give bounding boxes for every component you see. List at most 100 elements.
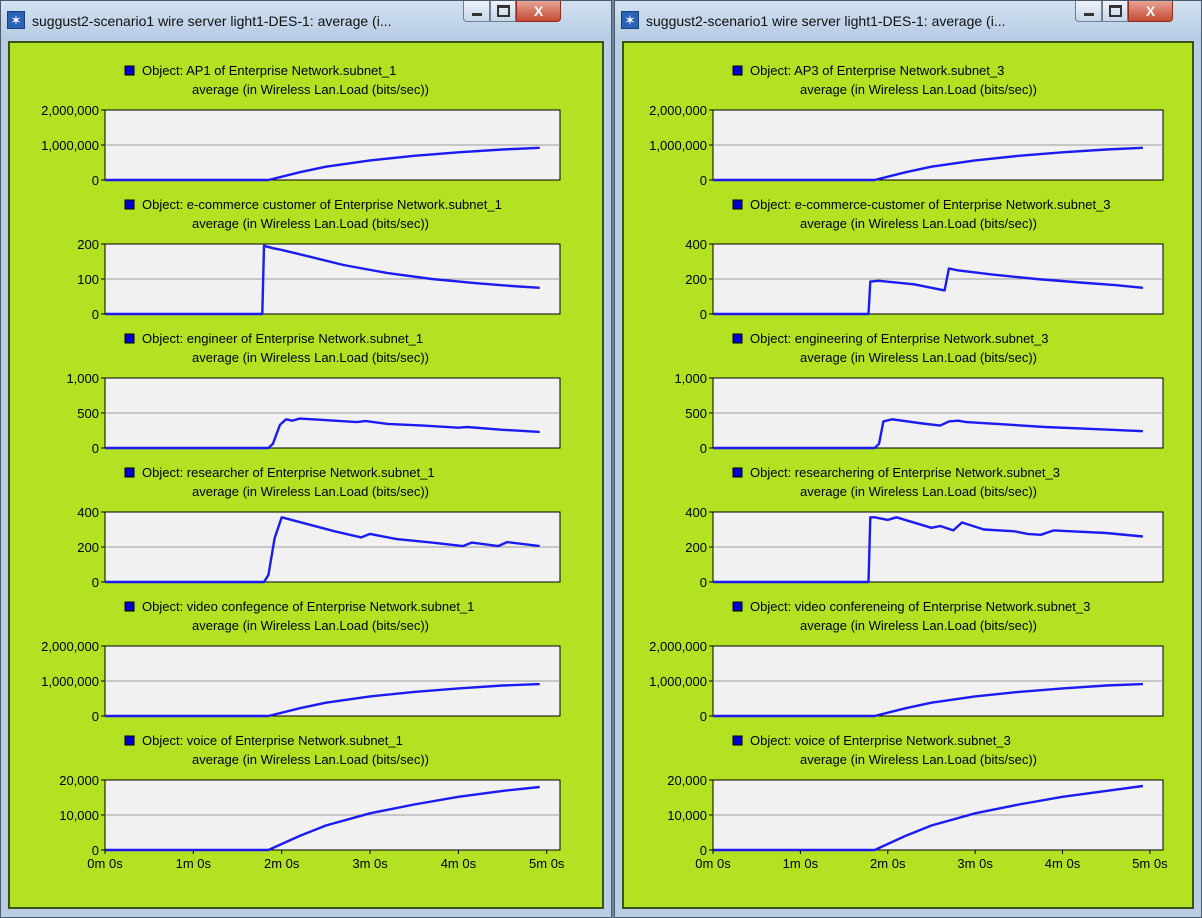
legend-swatch	[124, 735, 135, 746]
chart-panel: Object: e-commerce-customer of Enterpris…	[685, 197, 1164, 322]
graph-panels: Object: AP3 of Enterprise Network.subnet…	[649, 63, 1168, 871]
chart-panel: Object: voice of Enterprise Network.subn…	[667, 733, 1164, 858]
chart-title: Object: video confegence of Enterprise N…	[142, 599, 474, 614]
chart-panel: Object: engineering of Enterprise Networ…	[674, 331, 1164, 456]
x-tick-label: 0m 0s	[695, 856, 731, 871]
title-bar[interactable]: ✶ suggust2-scenario1 wire server light1-…	[615, 1, 1201, 39]
chart-panel: Object: researcher of Enterprise Network…	[77, 465, 561, 590]
chart-ylabel: average (in Wireless Lan.Load (bits/sec)…	[192, 484, 429, 499]
maximize-button[interactable]	[490, 1, 516, 22]
legend-swatch	[124, 65, 135, 76]
x-tick-label: 4m 0s	[441, 856, 477, 871]
chart-ylabel: average (in Wireless Lan.Load (bits/sec)…	[800, 752, 1037, 767]
legend-swatch	[124, 199, 135, 210]
chart-ylabel: average (in Wireless Lan.Load (bits/sec)…	[800, 82, 1037, 97]
series-line	[105, 417, 540, 450]
minimize-button[interactable]	[1075, 1, 1102, 22]
chart-title: Object: e-commerce-customer of Enterpris…	[750, 197, 1111, 212]
chart-panel: Object: voice of Enterprise Network.subn…	[59, 733, 561, 858]
legend-swatch	[124, 467, 135, 478]
minimize-button[interactable]	[463, 1, 490, 22]
series-line	[713, 516, 1144, 584]
chart-panel: Object: AP1 of Enterprise Network.subnet…	[41, 63, 561, 188]
graph-window-left: ✶ suggust2-scenario1 wire server light1-…	[0, 0, 612, 918]
y-tick-label: 0	[92, 173, 99, 188]
chart-panel: Object: engineer of Enterprise Network.s…	[66, 331, 561, 456]
y-tick-label: 2,000,000	[41, 639, 99, 654]
series-line	[713, 267, 1144, 316]
y-tick-label: 500	[77, 406, 99, 421]
y-tick-label: 1,000	[66, 371, 99, 386]
maximize-button[interactable]	[1102, 1, 1128, 22]
chart-title: Object: voice of Enterprise Network.subn…	[142, 733, 403, 748]
y-tick-label: 1,000,000	[41, 674, 99, 689]
y-tick-label: 1,000,000	[649, 138, 707, 153]
legend-swatch	[124, 601, 135, 612]
series-line	[713, 682, 1143, 718]
y-tick-label: 10,000	[667, 808, 707, 823]
chart-panel: Object: video confereneing of Enterprise…	[649, 599, 1164, 724]
chart-title: Object: engineer of Enterprise Network.s…	[142, 331, 423, 346]
chart-title: Object: video confereneing of Enterprise…	[750, 599, 1090, 614]
close-button[interactable]: X	[516, 1, 561, 22]
y-tick-label: 1,000	[674, 371, 707, 386]
app-icon: ✶	[621, 11, 639, 29]
maximize-icon	[496, 5, 510, 17]
x-tick-label: 4m 0s	[1045, 856, 1081, 871]
series-line	[713, 784, 1144, 852]
y-tick-label: 0	[700, 709, 707, 724]
chart-title: Object: AP1 of Enterprise Network.subnet…	[142, 63, 396, 78]
y-tick-label: 200	[685, 272, 707, 287]
graph-panels: Object: AP1 of Enterprise Network.subnet…	[41, 63, 565, 871]
x-tick-label: 2m 0s	[264, 856, 300, 871]
chart-ylabel: average (in Wireless Lan.Load (bits/sec)…	[192, 216, 429, 231]
chart-ylabel: average (in Wireless Lan.Load (bits/sec)…	[800, 216, 1037, 231]
y-tick-label: 400	[77, 505, 99, 520]
y-tick-label: 20,000	[667, 773, 707, 788]
y-tick-label: 1,000,000	[649, 674, 707, 689]
y-tick-label: 0	[700, 575, 707, 590]
y-tick-label: 500	[685, 406, 707, 421]
graph-area: Object: AP1 of Enterprise Network.subnet…	[8, 41, 604, 909]
legend-swatch	[124, 333, 135, 344]
close-button[interactable]: X	[1128, 1, 1173, 22]
x-tick-label: 1m 0s	[783, 856, 819, 871]
legend-swatch	[732, 333, 743, 344]
y-tick-label: 200	[685, 540, 707, 555]
chart-ylabel: average (in Wireless Lan.Load (bits/sec)…	[800, 484, 1037, 499]
graph-area: Object: AP3 of Enterprise Network.subnet…	[622, 41, 1194, 909]
chart-panel: Object: video confegence of Enterprise N…	[41, 599, 561, 724]
legend-swatch	[732, 735, 743, 746]
chart-ylabel: average (in Wireless Lan.Load (bits/sec)…	[800, 350, 1037, 365]
chart-title: Object: researcher of Enterprise Network…	[142, 465, 435, 480]
x-tick-label: 1m 0s	[176, 856, 212, 871]
x-tick-label: 3m 0s	[957, 856, 993, 871]
window-title: suggust2-scenario1 wire server light1-DE…	[32, 13, 392, 29]
x-tick-label: 0m 0s	[87, 856, 123, 871]
y-tick-label: 0	[92, 575, 99, 590]
chart-title: Object: AP3 of Enterprise Network.subnet…	[750, 63, 1004, 78]
chart-ylabel: average (in Wireless Lan.Load (bits/sec)…	[192, 618, 429, 633]
app-icon: ✶	[7, 11, 25, 29]
y-tick-label: 2,000,000	[649, 103, 707, 118]
minimize-icon	[471, 12, 482, 16]
y-tick-label: 20,000	[59, 773, 99, 788]
x-tick-label: 2m 0s	[870, 856, 906, 871]
legend-swatch	[732, 65, 743, 76]
y-tick-label: 2,000,000	[41, 103, 99, 118]
x-tick-label: 3m 0s	[352, 856, 388, 871]
x-tick-label: 5m 0s	[1132, 856, 1168, 871]
y-tick-label: 1,000,000	[41, 138, 99, 153]
legend-swatch	[732, 199, 743, 210]
legend-swatch	[732, 467, 743, 478]
x-tick-label: 5m 0s	[529, 856, 565, 871]
series-line	[105, 146, 540, 182]
y-tick-label: 0	[700, 441, 707, 456]
chart-title: Object: e-commerce customer of Enterpris…	[142, 197, 502, 212]
title-bar[interactable]: ✶ suggust2-scenario1 wire server light1-…	[1, 1, 611, 39]
series-line	[713, 146, 1143, 182]
chart-panel: Object: AP3 of Enterprise Network.subnet…	[649, 63, 1164, 188]
y-tick-label: 10,000	[59, 808, 99, 823]
chart-ylabel: average (in Wireless Lan.Load (bits/sec)…	[192, 752, 429, 767]
chart-ylabel: average (in Wireless Lan.Load (bits/sec)…	[800, 618, 1037, 633]
